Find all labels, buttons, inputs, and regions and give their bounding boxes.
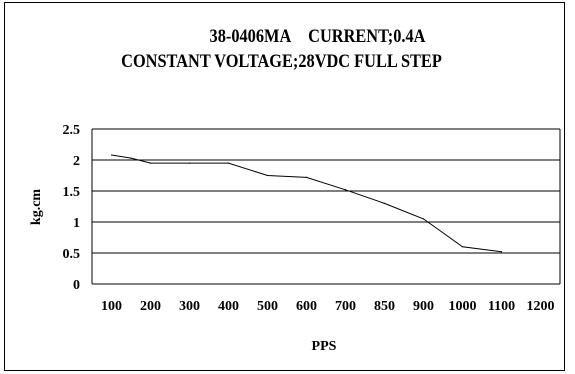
data-point-11 xyxy=(501,251,502,252)
x-tick-label-6: 700 xyxy=(335,299,356,314)
x-tick-label-3: 400 xyxy=(218,299,239,314)
y-tick-label-1: 0.5 xyxy=(63,247,81,262)
x-tick-label-7: 850 xyxy=(374,299,395,314)
x-axis-label: PPS xyxy=(312,339,337,354)
data-point-6 xyxy=(306,177,307,178)
x-tick-label-8: 900 xyxy=(413,299,434,314)
data-point-9 xyxy=(423,218,424,219)
data-point-10 xyxy=(462,246,463,247)
data-point-5 xyxy=(267,175,268,176)
data-point-4 xyxy=(228,163,229,164)
data-point-1 xyxy=(130,158,131,159)
data-point-3 xyxy=(189,163,190,164)
y-tick-label-0: 0 xyxy=(73,278,80,293)
x-tick-label-0: 100 xyxy=(101,299,122,314)
x-tick-label-1: 200 xyxy=(140,299,161,314)
data-point-8 xyxy=(384,203,385,204)
data-point-2 xyxy=(150,163,151,164)
y-axis-label: kg.cm xyxy=(29,189,44,226)
plot-area: 0 0.5 1 1.5 2 2.5 100 200 300 400 500 600 700 850 900 1… xyxy=(63,123,561,314)
x-tick-label-5: 600 xyxy=(296,299,317,314)
data-point-0 xyxy=(111,154,112,155)
data-point-7 xyxy=(345,189,346,190)
x-tick-label-2: 300 xyxy=(179,299,200,314)
x-tick-label-9: 1000 xyxy=(449,299,477,314)
x-tick-label-10: 1100 xyxy=(488,299,515,314)
series-line-0 xyxy=(112,155,502,252)
y-tick-label-3: 1.5 xyxy=(63,185,81,200)
y-tick-label-5: 2.5 xyxy=(63,123,81,138)
y-tick-label-2: 1 xyxy=(73,216,80,231)
x-tick-label-4: 500 xyxy=(257,299,278,314)
x-tick-label-11: 1200 xyxy=(527,299,555,314)
y-tick-label-4: 2 xyxy=(73,154,80,169)
